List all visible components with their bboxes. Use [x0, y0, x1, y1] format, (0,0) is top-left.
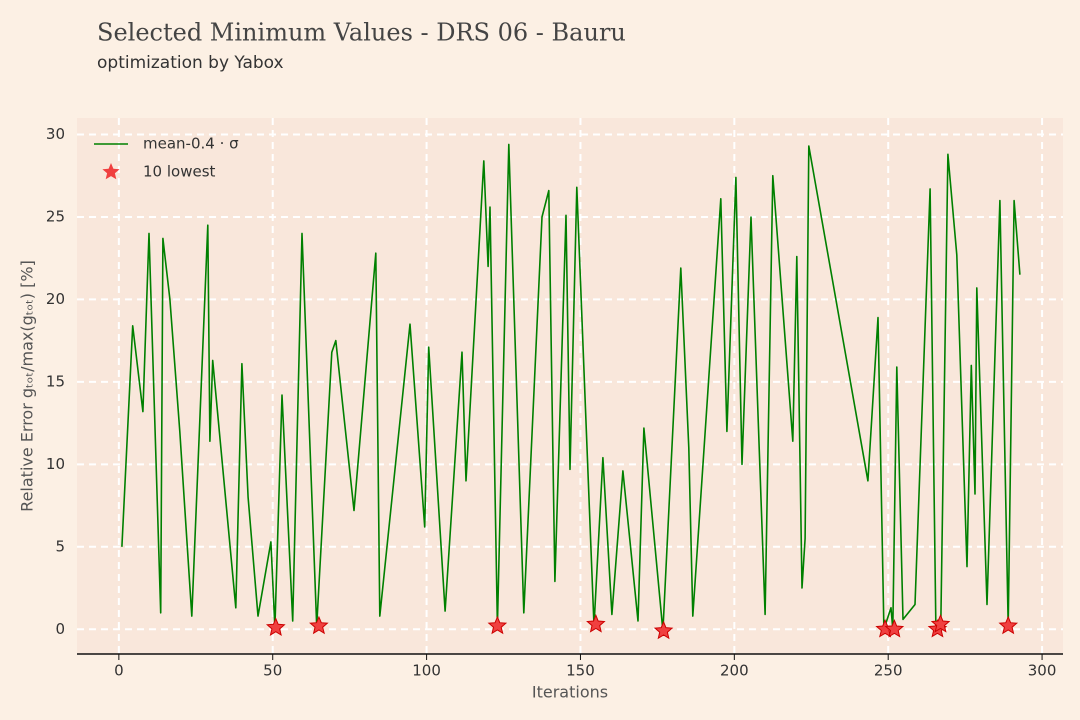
x-tick-label: 250: [874, 662, 903, 680]
grid: 0 50 100 150 200 250 300 0 5 10 15 20 25 30: [46, 118, 1063, 680]
y-tick-label: 30: [46, 125, 65, 143]
y-axis-label: Relative Error gₜₒₜ/max(gₜₒₜ) [%]: [18, 260, 37, 512]
star-point: [586, 613, 606, 633]
y-tick-label: 25: [46, 207, 65, 225]
x-axis-label: Iterations: [532, 683, 608, 702]
star-point: [487, 615, 508, 635]
y-tick-label: 15: [46, 372, 65, 390]
chart-title: Selected Minimum Values - DRS 06 - Bauru: [97, 19, 626, 47]
legend-marker: [102, 163, 120, 180]
x-tick-label: 150: [566, 662, 595, 680]
star-point: [653, 620, 674, 640]
x-tick-label: 50: [263, 662, 282, 680]
y-tick-label: 5: [55, 537, 65, 555]
plot-area: [77, 118, 1063, 654]
star-point: [998, 615, 1019, 635]
x-tick-label: 200: [720, 662, 749, 680]
x-tick-label: 0: [114, 662, 124, 680]
star-point: [930, 614, 951, 633]
line-series: [121, 143, 1021, 632]
y-tick-label: 10: [46, 455, 65, 473]
y-tick-label: 20: [46, 290, 65, 308]
y-tick-label: 0: [55, 620, 65, 638]
star-point: [265, 617, 286, 636]
legend-label: mean-0.4 · σ: [143, 135, 239, 153]
star-point: [884, 618, 905, 638]
chart-subtitle: optimization by Yabox: [97, 53, 284, 73]
x-tick-label: 100: [412, 662, 441, 680]
legend-label: 10 lowest: [143, 163, 216, 181]
star-point: [309, 615, 329, 635]
x-tick-label: 300: [1028, 662, 1057, 680]
marks: [121, 143, 1021, 640]
legend: mean-0.4 · σ 10 lowest: [94, 135, 239, 181]
